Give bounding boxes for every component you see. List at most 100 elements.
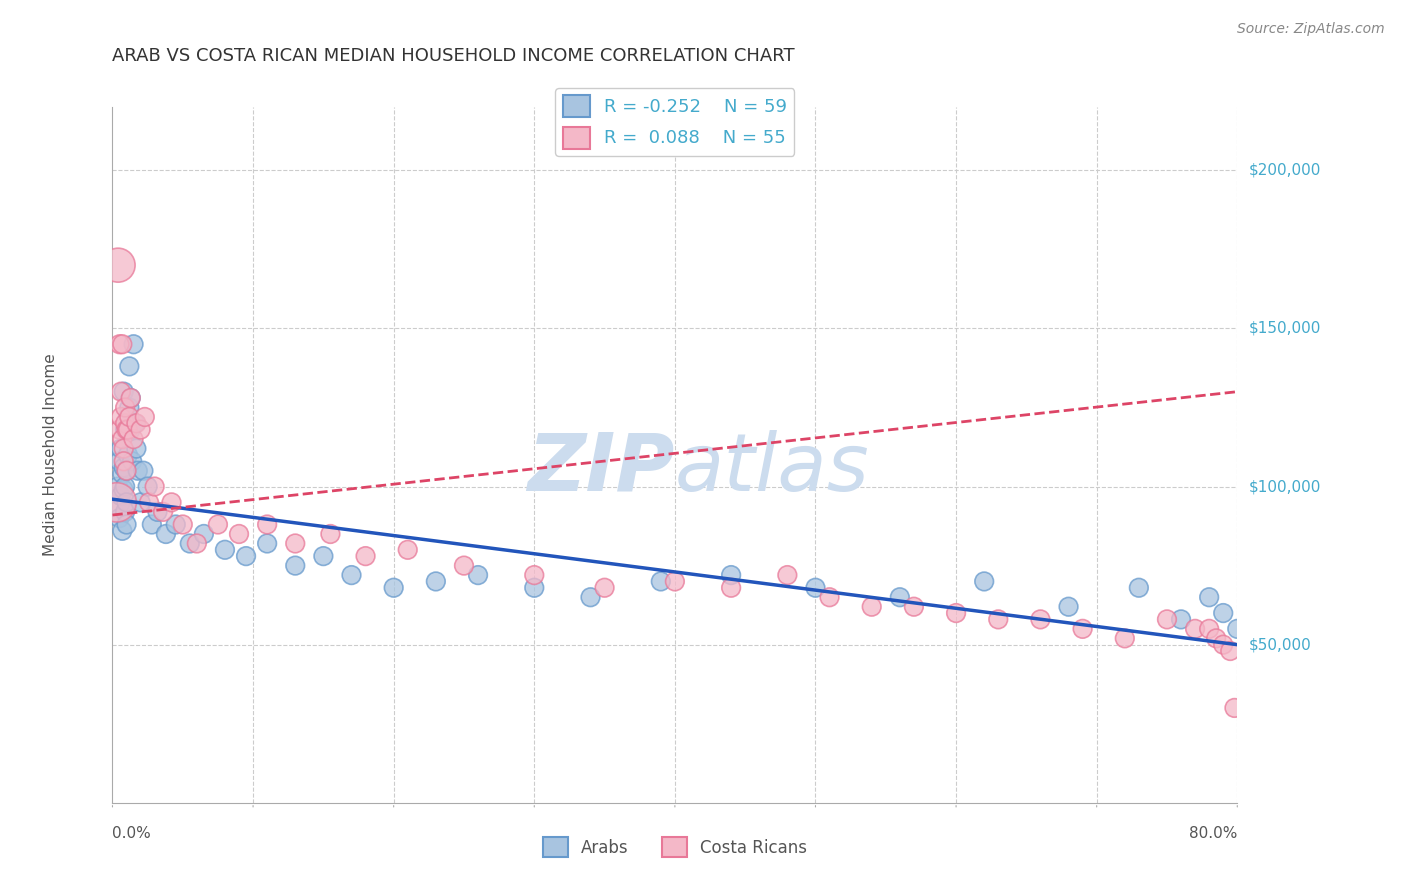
Text: Median Household Income: Median Household Income [44, 353, 58, 557]
Point [136, 479, 159, 493]
Point [987, 612, 1010, 626]
Point [720, 568, 742, 582]
Point [115, 464, 138, 478]
Point [117, 409, 139, 424]
Point [141, 517, 163, 532]
Point [146, 505, 169, 519]
Point [129, 423, 152, 437]
Point [1114, 632, 1136, 646]
Point [120, 391, 142, 405]
Point [664, 574, 686, 589]
Text: $100,000: $100,000 [1249, 479, 1320, 494]
Point [207, 517, 229, 532]
Point [973, 574, 995, 589]
Point [179, 536, 201, 550]
Text: 80.0%: 80.0% [1189, 826, 1237, 840]
Point [804, 581, 827, 595]
Point [1212, 606, 1234, 620]
Point [1226, 622, 1249, 636]
Point [129, 495, 152, 509]
Point [108, 454, 131, 468]
Point [105, 495, 128, 509]
Point [523, 568, 546, 582]
Text: Source: ZipAtlas.com: Source: ZipAtlas.com [1237, 22, 1385, 37]
Point [110, 409, 132, 424]
Point [108, 337, 131, 351]
Point [112, 483, 135, 497]
Point [396, 542, 419, 557]
Point [523, 581, 546, 595]
Point [134, 409, 156, 424]
Text: atlas: atlas [675, 430, 870, 508]
Point [467, 568, 489, 582]
Point [120, 423, 142, 437]
Point [114, 505, 136, 519]
Point [115, 464, 138, 478]
Point [1071, 622, 1094, 636]
Point [111, 337, 134, 351]
Point [122, 432, 145, 446]
Point [112, 454, 135, 468]
Point [125, 442, 148, 456]
Point [112, 442, 135, 456]
Point [1128, 581, 1150, 595]
Point [107, 258, 129, 272]
Point [118, 359, 141, 374]
Point [1212, 638, 1234, 652]
Point [107, 479, 129, 493]
Point [1156, 612, 1178, 626]
Point [114, 479, 136, 493]
Point [453, 558, 475, 573]
Point [143, 479, 166, 493]
Point [114, 417, 136, 431]
Point [114, 401, 136, 415]
Text: 0.0%: 0.0% [112, 826, 152, 840]
Point [110, 442, 132, 456]
Text: $50,000: $50,000 [1249, 637, 1312, 652]
Point [118, 409, 141, 424]
Point [105, 495, 128, 509]
Point [312, 549, 335, 563]
Point [172, 517, 194, 532]
Point [1223, 701, 1246, 715]
Text: $200,000: $200,000 [1249, 163, 1320, 178]
Point [593, 581, 616, 595]
Point [776, 568, 799, 582]
Point [319, 527, 342, 541]
Point [354, 549, 377, 563]
Point [111, 524, 134, 538]
Point [108, 423, 131, 437]
Point [579, 591, 602, 605]
Point [117, 448, 139, 462]
Point [1205, 632, 1227, 646]
Point [382, 581, 405, 595]
Point [115, 517, 138, 532]
Point [138, 495, 160, 509]
Point [115, 495, 138, 509]
Point [889, 591, 911, 605]
Point [1198, 622, 1220, 636]
Point [818, 591, 841, 605]
Point [1057, 599, 1080, 614]
Point [125, 417, 148, 431]
Point [256, 536, 278, 550]
Point [1219, 644, 1241, 658]
Point [945, 606, 967, 620]
Point [284, 558, 307, 573]
Point [112, 384, 135, 399]
Point [860, 599, 883, 614]
Point [108, 511, 131, 525]
Point [160, 495, 183, 509]
Text: $150,000: $150,000 [1249, 321, 1320, 336]
Point [1170, 612, 1192, 626]
Point [1184, 622, 1206, 636]
Point [1198, 591, 1220, 605]
Point [228, 527, 250, 541]
Text: ZIP: ZIP [527, 430, 675, 508]
Point [127, 464, 149, 478]
Point [124, 417, 146, 431]
Point [110, 384, 132, 399]
Point [111, 432, 134, 446]
Point [256, 517, 278, 532]
Point [155, 527, 177, 541]
